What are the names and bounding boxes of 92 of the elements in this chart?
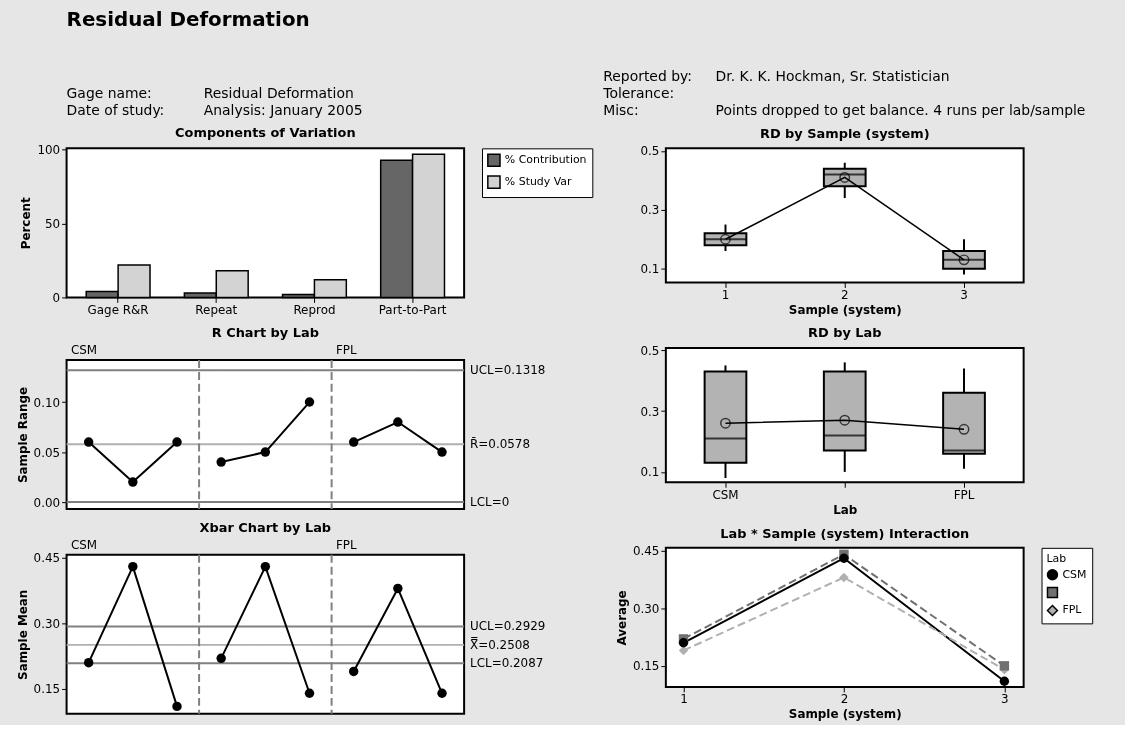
y-tick-label: 0.3 <box>640 203 660 218</box>
point <box>999 661 1010 671</box>
x-tick-label: Reprod <box>293 302 336 317</box>
point <box>839 553 849 563</box>
x-axis-title: Sample (system) <box>788 707 902 722</box>
point <box>437 688 447 698</box>
text: Residual Deformation <box>203 84 354 101</box>
y-tick-label: 0.05 <box>33 445 61 460</box>
point <box>216 653 226 664</box>
y-tick-label: 0.30 <box>632 601 660 616</box>
text: FPL <box>336 537 358 552</box>
x-tick-label: 1 <box>721 287 730 302</box>
text: Misc: <box>603 101 639 118</box>
chart-title: RD by Sample (system) <box>759 126 930 142</box>
y-tick-label: 0.5 <box>640 343 660 358</box>
x-tick-label: 3 <box>1001 692 1009 707</box>
point <box>720 417 731 429</box>
point <box>348 437 359 447</box>
point <box>172 437 182 447</box>
text: Date of study: <box>66 101 165 118</box>
point <box>216 457 226 467</box>
y-tick-label: 0.30 <box>33 616 61 631</box>
chart-title: Lab * Sample (system) Interaction <box>720 525 970 541</box>
point <box>678 638 689 648</box>
point <box>83 437 94 447</box>
y-axis-title: Sample Range <box>15 386 30 484</box>
y-tick-label: 100 <box>37 143 61 158</box>
point <box>958 423 970 435</box>
text: Reported by: <box>603 67 692 84</box>
point <box>260 447 271 457</box>
y-tick-label: 0.10 <box>33 395 61 410</box>
chart-title: R Chart by Lab <box>211 325 319 341</box>
point <box>83 658 94 668</box>
point <box>393 583 403 594</box>
x-tick-label: 1 <box>680 692 688 707</box>
x-tick-label: 2 <box>840 287 849 302</box>
y-axis-title: Average <box>614 590 629 646</box>
text: CSM <box>71 343 98 358</box>
point <box>172 701 182 712</box>
legend-label: FPL <box>1062 603 1083 617</box>
text: Gage name: <box>66 84 152 101</box>
ref-line-label: LCL=0 <box>470 495 510 510</box>
chart-title: Components of Variation <box>175 124 356 140</box>
y-tick-label: 0.45 <box>33 551 61 566</box>
chart-title: Xbar Chart by Lab <box>199 519 332 535</box>
text: Residual Deformation <box>66 8 310 32</box>
legend-label: % Study Var <box>504 175 573 189</box>
legend-label: CSM <box>1062 567 1087 581</box>
y-tick-label: 0.1 <box>640 262 660 277</box>
text: Analysis: January 2005 <box>203 101 363 118</box>
legend-title: Lab <box>1046 551 1067 565</box>
y-tick-label: 0.5 <box>640 144 660 159</box>
text: Tolerance: <box>602 84 675 101</box>
ref-line-label: UCL=0.2929 <box>470 619 546 634</box>
ref-line-label: UCL=0.1318 <box>470 363 546 378</box>
y-axis-title: Percent <box>19 197 34 250</box>
x-tick-label: Gage R&R <box>87 302 149 317</box>
point <box>393 417 403 427</box>
text: FPL <box>336 343 358 358</box>
point <box>304 397 315 407</box>
y-axis-title: Sample Mean <box>15 589 30 680</box>
x-tick-label: 2 <box>840 692 849 707</box>
x-tick-label: Part-to-Part <box>378 302 447 317</box>
text: Points dropped to get balance. 4 runs per lab/sample <box>715 101 1086 118</box>
point <box>839 572 849 583</box>
text: CSM <box>71 537 98 552</box>
point <box>999 676 1010 686</box>
y-tick-label: 0.3 <box>640 404 660 419</box>
y-tick-label: 0 <box>52 290 61 305</box>
point <box>128 561 138 572</box>
point <box>437 447 447 457</box>
x-tick-label: 3 <box>960 287 968 302</box>
y-tick-label: 0.1 <box>640 465 660 480</box>
x-axis-title: Sample (system) <box>788 302 902 317</box>
y-tick-label: 0.15 <box>632 659 660 674</box>
y-tick-label: 0.00 <box>33 495 61 510</box>
ref-line-label: R̄=0.0578 <box>470 437 530 452</box>
point <box>128 477 138 487</box>
y-tick-label: 0.15 <box>33 682 61 697</box>
point <box>260 561 271 572</box>
ref-line-label: X̿=0.2508 <box>470 636 530 652</box>
x-tick-label: Repeat <box>195 302 238 317</box>
legend-label: % Contribution <box>504 153 587 167</box>
ref-line-label: LCL=0.2087 <box>470 656 544 671</box>
chart-title: RD by Lab <box>808 325 882 341</box>
x-axis-title: Lab <box>833 502 858 517</box>
point <box>304 688 315 698</box>
point <box>348 666 359 677</box>
text: Dr. K. K. Hockman, Sr. Statistician <box>715 67 950 84</box>
y-tick-label: 0.45 <box>632 544 660 559</box>
point <box>839 414 851 426</box>
y-tick-label: 50 <box>44 217 61 232</box>
